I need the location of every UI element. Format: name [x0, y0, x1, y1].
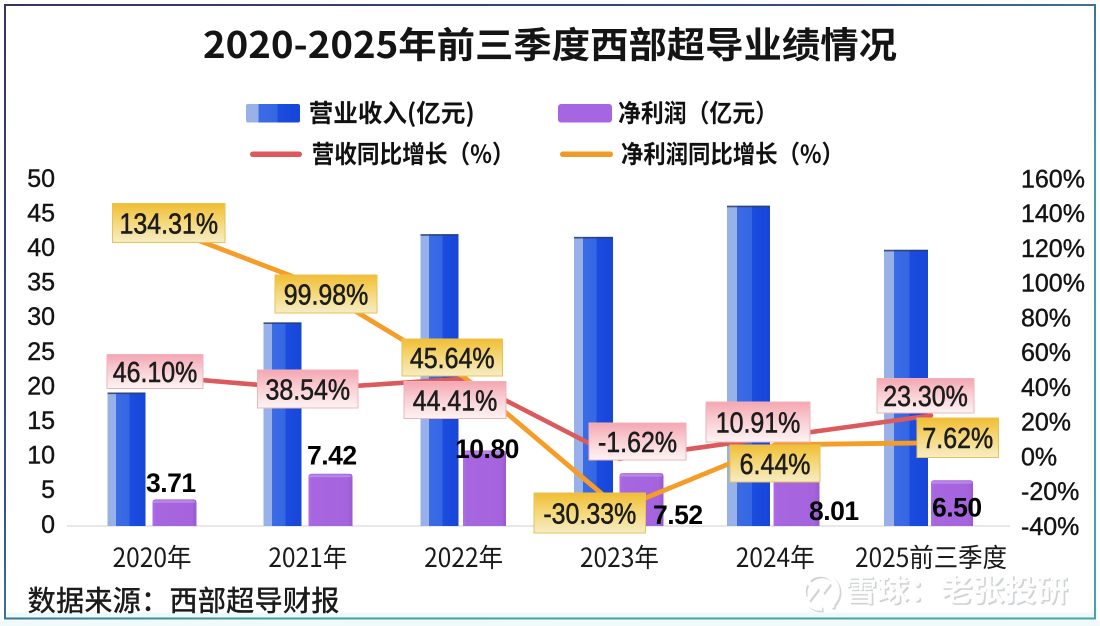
- svg-text:40: 40: [27, 234, 55, 262]
- svg-text:10.80: 10.80: [455, 434, 519, 464]
- svg-text:120%: 120%: [1021, 235, 1085, 263]
- svg-text:-30.33%: -30.33%: [543, 498, 636, 530]
- svg-text:7.62%: 7.62%: [922, 423, 993, 455]
- svg-text:160%: 160%: [1021, 165, 1085, 193]
- svg-text:0%: 0%: [1021, 443, 1057, 471]
- svg-text:140%: 140%: [1021, 200, 1085, 228]
- svg-text:6.50: 6.50: [932, 493, 982, 523]
- svg-text:30: 30: [27, 303, 55, 331]
- svg-text:10.91%: 10.91%: [716, 407, 801, 439]
- svg-text:45: 45: [27, 199, 55, 227]
- svg-text:6.44%: 6.44%: [740, 448, 811, 480]
- svg-text:-40%: -40%: [1021, 513, 1079, 541]
- svg-text:3.71: 3.71: [146, 468, 196, 498]
- svg-text:10: 10: [27, 442, 55, 470]
- svg-text:134.31%: 134.31%: [120, 208, 218, 240]
- svg-text:46.10%: 46.10%: [113, 356, 198, 388]
- svg-text:20%: 20%: [1021, 409, 1071, 437]
- svg-text:44.41%: 44.41%: [413, 385, 498, 417]
- svg-text:5: 5: [41, 476, 55, 504]
- svg-text:7.52: 7.52: [653, 500, 703, 530]
- svg-text:-1.62%: -1.62%: [598, 426, 677, 458]
- svg-text:20: 20: [27, 372, 55, 400]
- svg-text:35: 35: [27, 269, 55, 297]
- svg-text:60%: 60%: [1021, 339, 1071, 367]
- svg-text:50: 50: [27, 165, 55, 193]
- svg-text:38.54%: 38.54%: [265, 374, 350, 406]
- svg-text:7.42: 7.42: [307, 441, 357, 471]
- svg-text:45.64%: 45.64%: [410, 342, 495, 374]
- svg-text:23.30%: 23.30%: [883, 381, 968, 413]
- svg-text:15: 15: [27, 407, 55, 435]
- svg-text:40%: 40%: [1021, 374, 1071, 402]
- svg-text:80%: 80%: [1021, 304, 1071, 332]
- svg-text:0: 0: [41, 511, 55, 539]
- svg-text:100%: 100%: [1021, 270, 1085, 298]
- svg-text:25: 25: [27, 338, 55, 366]
- svg-text:99.98%: 99.98%: [284, 279, 369, 311]
- svg-text:-20%: -20%: [1021, 478, 1079, 506]
- svg-text:8.01: 8.01: [809, 496, 859, 526]
